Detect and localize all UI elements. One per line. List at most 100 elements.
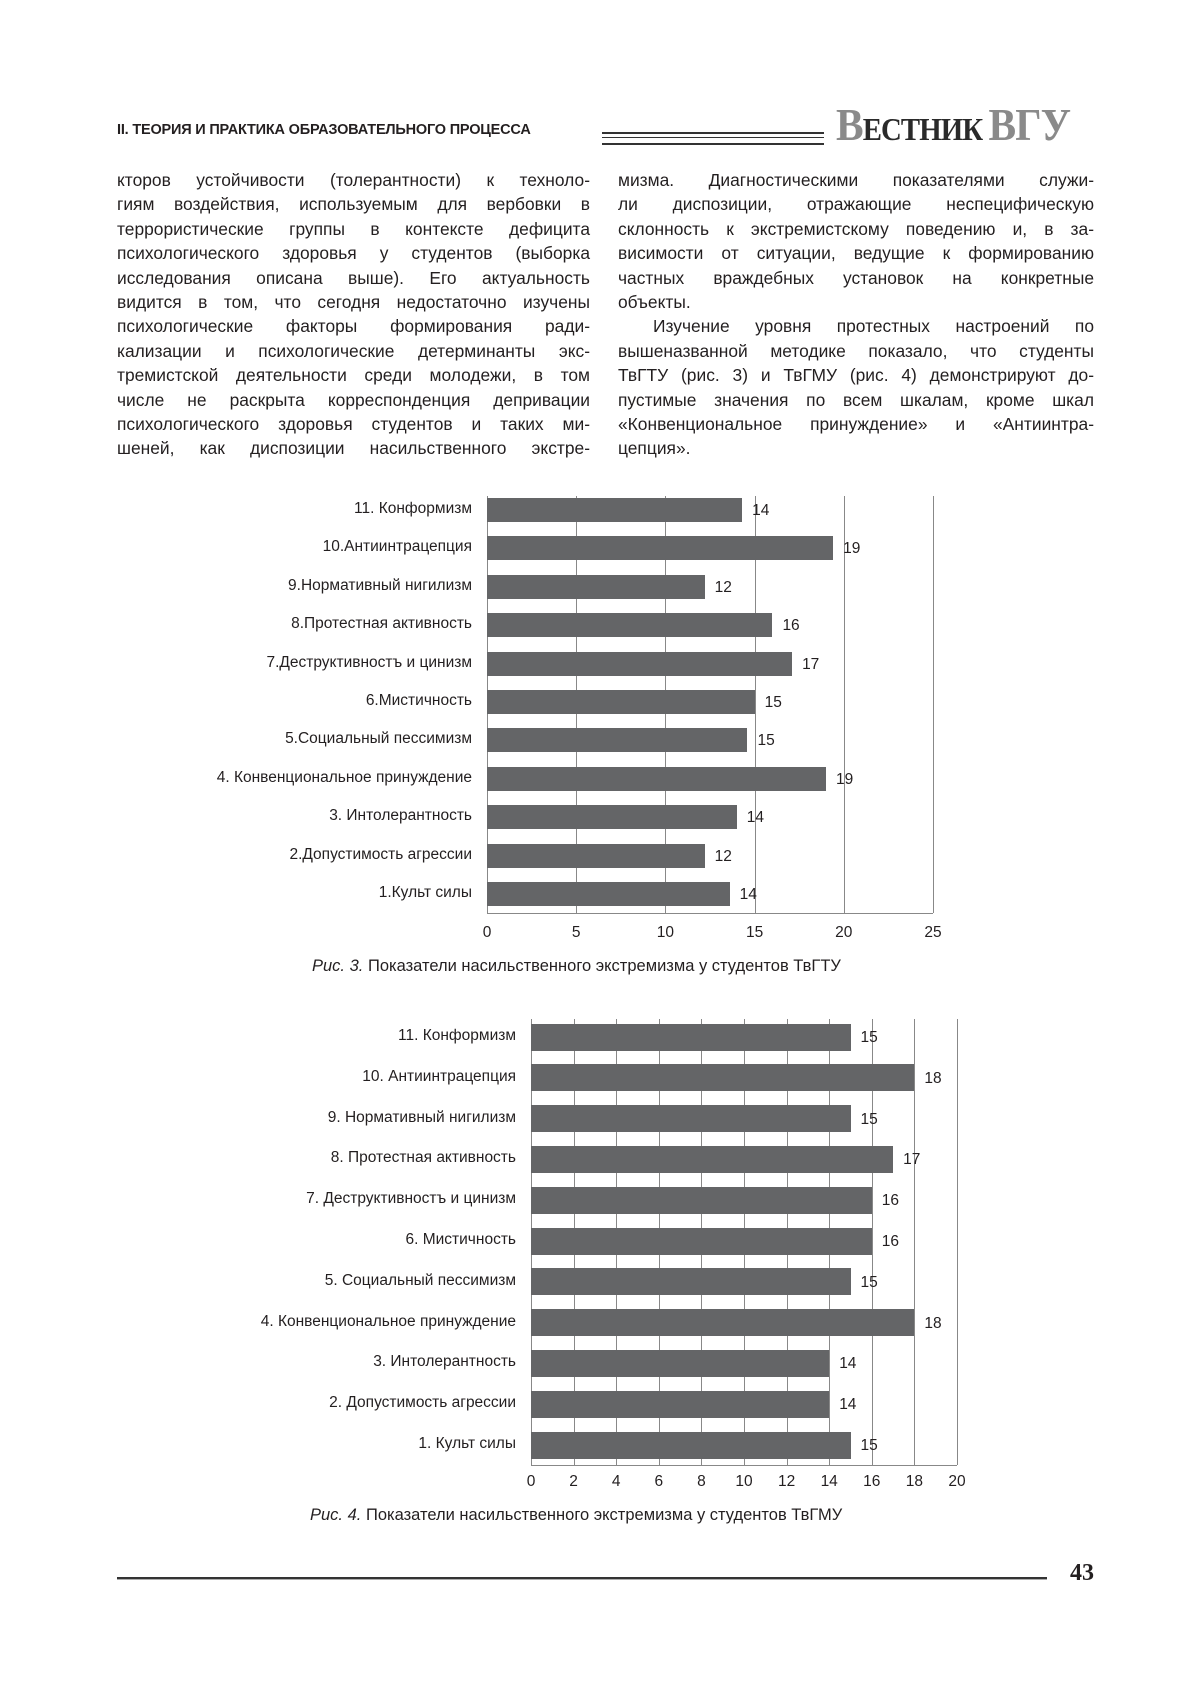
header-rule (602, 132, 824, 145)
category-label: 11. Конформизм (354, 500, 472, 518)
data-label: 14 (839, 1396, 856, 1414)
gridline (914, 1019, 915, 1465)
data-label: 15 (861, 1111, 878, 1129)
data-label: 16 (882, 1233, 899, 1251)
category-label: 9. Нормативный нигилизм (328, 1109, 516, 1127)
category-label: 1.Культ силы (379, 884, 472, 902)
category-label: 2.Допустимость агрессии (289, 846, 472, 864)
x-tick-label: 12 (767, 1473, 807, 1491)
x-axis-line (531, 1465, 957, 1466)
text-column-right: мизма. Диагностическими показателями слу… (618, 168, 1094, 461)
text-line: кализации и психологические детерминанты… (117, 339, 590, 363)
data-label: 18 (924, 1070, 941, 1088)
text-line: вышеназванной методике показало, что сту… (618, 339, 1094, 363)
x-tick-label: 2 (554, 1473, 594, 1491)
data-label: 16 (782, 617, 799, 635)
gridline (957, 1019, 958, 1465)
category-label: 5.Социальный пессимизм (285, 730, 472, 748)
data-label: 14 (752, 502, 769, 520)
text-line: психологического здоровья у студентов (в… (117, 241, 590, 265)
x-tick-label: 18 (894, 1473, 934, 1491)
category-label: 10.Антиинтрацепция (323, 538, 472, 556)
category-label: 8.Протестная активность (291, 615, 472, 633)
section-title: II. ТЕОРИЯ И ПРАКТИКА ОБРАЗОВАТЕЛЬНОГО П… (117, 122, 531, 138)
x-tick-label: 0 (511, 1473, 551, 1491)
category-label: 2. Допустимость агрессии (329, 1394, 516, 1412)
text-line: цепция». (618, 436, 1094, 460)
bar (487, 575, 705, 599)
text-line: числе не раскрыта корреспонденция деприв… (117, 388, 590, 412)
bar (487, 690, 755, 714)
category-label: 4. Конвенциональное принуждение (217, 769, 472, 787)
x-tick-label: 15 (735, 924, 775, 942)
x-tick-label: 20 (937, 1473, 977, 1491)
bar (487, 882, 730, 906)
category-label: 6.Мистичность (366, 692, 472, 710)
data-label: 14 (740, 886, 757, 904)
x-tick-label: 6 (639, 1473, 679, 1491)
x-tick-label: 20 (824, 924, 864, 942)
category-label: 3. Интолерантность (329, 807, 472, 825)
x-tick-label: 14 (809, 1473, 849, 1491)
bar (487, 652, 792, 676)
x-tick-label: 4 (596, 1473, 636, 1491)
text-line: висимости от ситуации, ведущие к формиро… (618, 241, 1094, 265)
data-label: 19 (843, 540, 860, 558)
category-label: 3. Интолерантность (373, 1353, 516, 1371)
bar (531, 1391, 829, 1418)
category-label: 10. Антиинтрацепция (362, 1068, 516, 1086)
bar (531, 1268, 851, 1295)
bar (531, 1350, 829, 1377)
data-label: 14 (839, 1355, 856, 1373)
data-label: 15 (861, 1437, 878, 1455)
data-label: 17 (903, 1151, 920, 1169)
text-line: Изучение уровня протестных настроений по (618, 314, 1094, 338)
x-tick-label: 8 (681, 1473, 721, 1491)
bar (531, 1228, 872, 1255)
bar (487, 536, 833, 560)
category-label: 11. Конформизм (398, 1027, 516, 1045)
text-line: объекты. (618, 290, 1094, 314)
bar (487, 805, 737, 829)
data-label: 12 (715, 848, 732, 866)
category-label: 7.Деструктивностъ и цинизм (266, 654, 472, 672)
text-line: исследования описана выше). Его актуальн… (117, 266, 590, 290)
text-line: видится в том, что сегодня недостаточно … (117, 290, 590, 314)
text-line: гиям воздействия, используемым для вербо… (117, 192, 590, 216)
data-label: 15 (861, 1274, 878, 1292)
category-label: 4. Конвенциональное принуждение (261, 1313, 516, 1331)
data-label: 16 (882, 1192, 899, 1210)
text-line: шеней, как диспозиции насильственного эк… (117, 436, 590, 460)
bar (531, 1024, 851, 1051)
gridline (844, 496, 845, 913)
x-tick-label: 5 (556, 924, 596, 942)
data-label: 15 (861, 1029, 878, 1047)
bar (487, 498, 742, 522)
text-line: склонность к экстремистскому поведению и… (618, 217, 1094, 241)
bar (531, 1187, 872, 1214)
bar (531, 1309, 914, 1336)
x-tick-label: 16 (852, 1473, 892, 1491)
text-line: террористические группы в контексте дефи… (117, 217, 590, 241)
category-label: 5. Социальный пессимизм (325, 1272, 516, 1290)
bar (531, 1064, 914, 1091)
text-line: психологические факторы формирования рад… (117, 314, 590, 338)
bar (487, 613, 772, 637)
gridline (933, 496, 934, 913)
journal-logo: ВЕСТНИК ВГУ (836, 98, 1070, 151)
text-line: тремистской деятельности среди молодежи,… (117, 363, 590, 387)
data-label: 15 (765, 694, 782, 712)
text-line: ли диспозиции, отражающие неспецифическу… (618, 192, 1094, 216)
data-label: 19 (836, 771, 853, 789)
bar (531, 1432, 851, 1459)
text-line: ТвГТУ (рис. 3) и ТвГМУ (рис. 4) демонстр… (618, 363, 1094, 387)
category-label: 9.Нормативный нигилизм (288, 577, 472, 595)
text-line: пустимые значения по всем шкалам, кроме … (618, 388, 1094, 412)
x-axis-line (487, 913, 933, 914)
x-tick-label: 0 (467, 924, 507, 942)
text-line: кторов устойчивости (толерантности) к те… (117, 168, 590, 192)
text-line: психологического здоровья студентов и та… (117, 412, 590, 436)
text-line: частных враждебных установок на конкретн… (618, 266, 1094, 290)
bar (487, 767, 826, 791)
data-label: 12 (715, 579, 732, 597)
